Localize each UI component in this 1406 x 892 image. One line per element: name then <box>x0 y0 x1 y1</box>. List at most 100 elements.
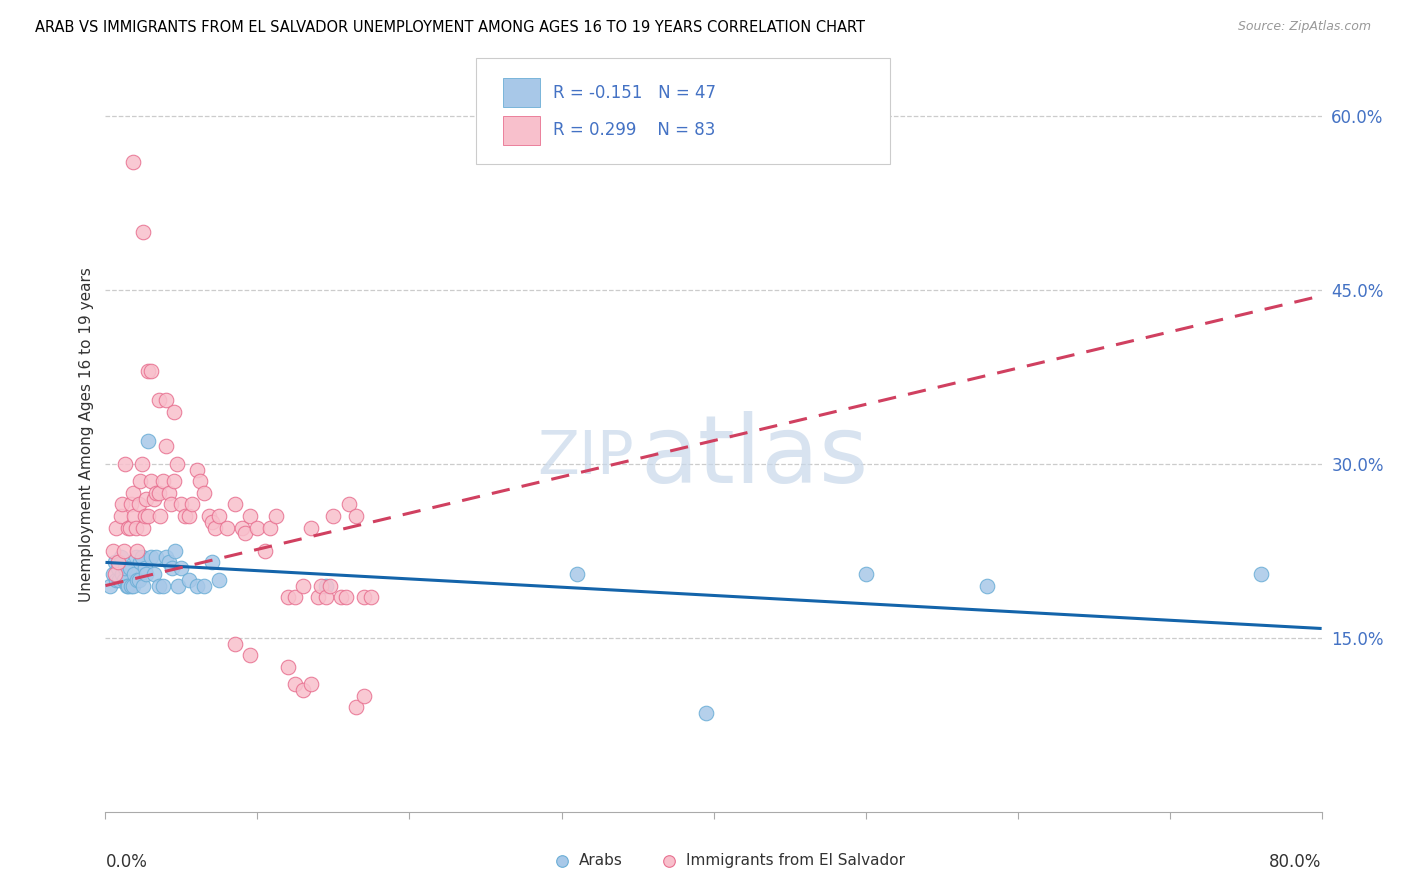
Point <box>136 364 159 378</box>
FancyBboxPatch shape <box>503 116 540 145</box>
Point <box>239 648 262 662</box>
Point <box>166 457 188 471</box>
Point <box>112 544 135 558</box>
Point <box>307 591 329 605</box>
Text: Source: ZipAtlas.com: Source: ZipAtlas.com <box>1237 20 1371 33</box>
Point <box>139 475 162 489</box>
Text: 80.0%: 80.0% <box>1270 853 1322 871</box>
Point <box>139 549 162 564</box>
Point <box>121 579 143 593</box>
Point <box>360 591 382 605</box>
Point <box>855 567 877 582</box>
Point <box>292 579 315 593</box>
Point <box>198 508 221 523</box>
Point <box>103 567 125 582</box>
Point <box>110 549 132 564</box>
Point <box>132 579 155 593</box>
Point <box>353 591 375 605</box>
Point <box>335 591 357 605</box>
Point <box>108 573 131 587</box>
Point <box>129 475 152 489</box>
Point <box>148 579 170 593</box>
Point <box>129 555 152 570</box>
Point <box>177 508 200 523</box>
Point <box>127 544 149 558</box>
Point <box>98 579 121 593</box>
Text: R = -0.151   N = 47: R = -0.151 N = 47 <box>553 84 716 102</box>
Point <box>284 677 307 691</box>
Point <box>292 683 315 698</box>
Point <box>128 573 150 587</box>
Point <box>233 526 256 541</box>
Point <box>344 508 367 523</box>
Point <box>344 700 367 714</box>
Point <box>201 515 224 529</box>
Point <box>148 485 170 500</box>
Point <box>204 521 226 535</box>
Point <box>322 508 344 523</box>
Point <box>193 579 215 593</box>
Point <box>224 498 246 512</box>
Point <box>173 508 195 523</box>
Point <box>128 498 150 512</box>
Point <box>127 573 149 587</box>
Point <box>193 485 215 500</box>
Point <box>186 579 208 593</box>
Point <box>254 544 277 558</box>
Text: ARAB VS IMMIGRANTS FROM EL SALVADOR UNEMPLOYMENT AMONG AGES 16 TO 19 YEARS CORRE: ARAB VS IMMIGRANTS FROM EL SALVADOR UNEM… <box>35 20 865 35</box>
Point <box>120 579 142 593</box>
Point <box>120 498 142 512</box>
Point <box>177 573 200 587</box>
Point <box>155 392 177 407</box>
Point <box>125 521 148 535</box>
Text: ZIP: ZIP <box>537 428 634 487</box>
Point <box>112 573 135 587</box>
Point <box>111 567 134 582</box>
Point <box>132 225 155 239</box>
Point <box>155 440 177 454</box>
Point <box>188 475 211 489</box>
Point <box>277 591 299 605</box>
Point <box>114 457 136 471</box>
Point <box>131 457 153 471</box>
Point <box>231 521 253 535</box>
Point <box>105 573 128 587</box>
Point <box>117 579 139 593</box>
Point <box>284 591 307 605</box>
Point <box>114 561 136 575</box>
Point <box>107 561 129 575</box>
Y-axis label: Unemployment Among Ages 16 to 19 years: Unemployment Among Ages 16 to 19 years <box>79 268 94 602</box>
Point <box>664 880 686 892</box>
Point <box>311 579 333 593</box>
Point <box>105 521 128 535</box>
Point <box>264 508 287 523</box>
Point <box>135 567 157 582</box>
Point <box>139 364 162 378</box>
Point <box>239 508 262 523</box>
Point <box>181 498 204 512</box>
Point <box>201 555 224 570</box>
Point <box>224 637 246 651</box>
Point <box>145 549 167 564</box>
Point <box>121 485 143 500</box>
Point <box>152 579 174 593</box>
Point <box>132 521 155 535</box>
Point <box>1250 567 1272 582</box>
Point <box>149 508 172 523</box>
Point <box>110 508 132 523</box>
Point <box>101 544 124 558</box>
Point <box>118 521 141 535</box>
Point <box>124 508 146 523</box>
Point <box>134 561 156 575</box>
Point <box>259 521 281 535</box>
Point <box>170 561 193 575</box>
Point <box>145 485 167 500</box>
Point <box>353 689 375 703</box>
Point <box>115 579 138 593</box>
Point <box>117 521 139 535</box>
Point <box>330 591 353 605</box>
Point <box>319 579 342 593</box>
Point <box>299 521 322 535</box>
Point <box>107 555 129 570</box>
FancyBboxPatch shape <box>503 78 540 107</box>
